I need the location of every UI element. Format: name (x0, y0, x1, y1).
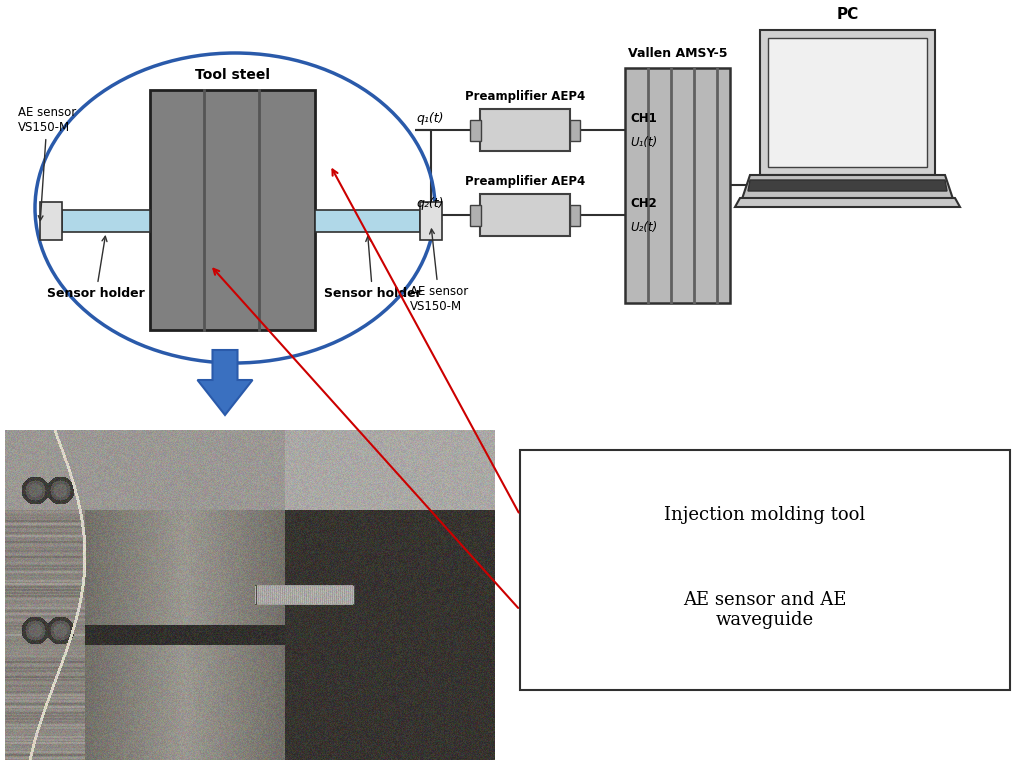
Text: Vallen AMSY-5: Vallen AMSY-5 (628, 47, 727, 60)
Bar (470, 119, 481, 141)
Bar (520, 450, 1010, 690)
Text: AE sensor and AE
waveguide: AE sensor and AE waveguide (683, 591, 847, 630)
Bar (150, 90, 315, 330)
Text: q₂(t): q₂(t) (416, 197, 443, 210)
Text: CH1: CH1 (630, 112, 656, 125)
Bar (760, 30, 935, 175)
Bar (62, 210, 150, 232)
Bar (570, 204, 580, 226)
Polygon shape (748, 180, 947, 191)
Text: Sensor holder: Sensor holder (47, 236, 144, 300)
Bar (420, 202, 442, 240)
Text: U₁(t): U₁(t) (630, 136, 657, 149)
Text: Preamplifier AEP4: Preamplifier AEP4 (465, 175, 585, 188)
Text: U₂(t): U₂(t) (630, 221, 657, 234)
Bar (470, 204, 481, 226)
Text: Preamplifier AEP4: Preamplifier AEP4 (465, 90, 585, 103)
Text: Sensor holder: Sensor holder (324, 236, 421, 300)
Bar (570, 119, 580, 141)
Text: Injection molding tool: Injection molding tool (665, 506, 865, 524)
Bar (768, 38, 927, 167)
Bar (625, 68, 730, 303)
Text: PC: PC (837, 7, 859, 22)
Polygon shape (198, 350, 253, 415)
Polygon shape (740, 175, 955, 205)
Text: AE sensor
VS150-M: AE sensor VS150-M (410, 229, 468, 313)
Text: CH2: CH2 (630, 197, 656, 210)
Text: q₁(t): q₁(t) (416, 112, 443, 125)
Polygon shape (735, 198, 961, 207)
Bar (315, 210, 420, 232)
Bar (480, 109, 570, 151)
Text: AE sensor
VS150-M: AE sensor VS150-M (18, 106, 76, 220)
Bar (40, 202, 62, 240)
Bar (480, 194, 570, 236)
Text: Tool steel: Tool steel (195, 68, 270, 82)
